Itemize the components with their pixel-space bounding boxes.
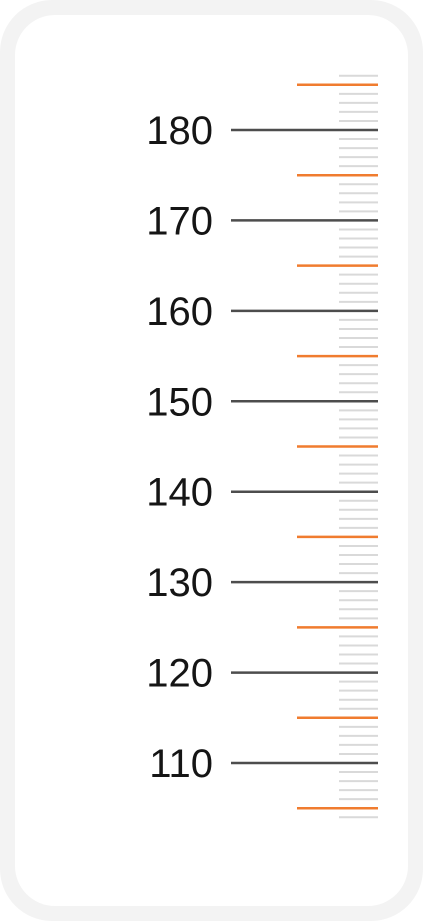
orange-ticks [297,83,378,810]
tick-label-140: 140 [146,471,213,515]
major-ticks [231,128,378,765]
minor-ticks [339,74,378,819]
tick-label-160: 160 [146,290,213,334]
tick-label-130: 130 [146,561,213,605]
tick-label-180: 180 [146,109,213,153]
ruler-card [15,15,408,906]
tick-label-170: 170 [146,199,213,243]
tick-label-110: 110 [149,742,213,786]
tick-label-150: 150 [146,380,213,424]
tick-label-120: 120 [146,652,213,696]
major-labels: 180 170 160 150 140 130 120 110 [146,109,213,786]
